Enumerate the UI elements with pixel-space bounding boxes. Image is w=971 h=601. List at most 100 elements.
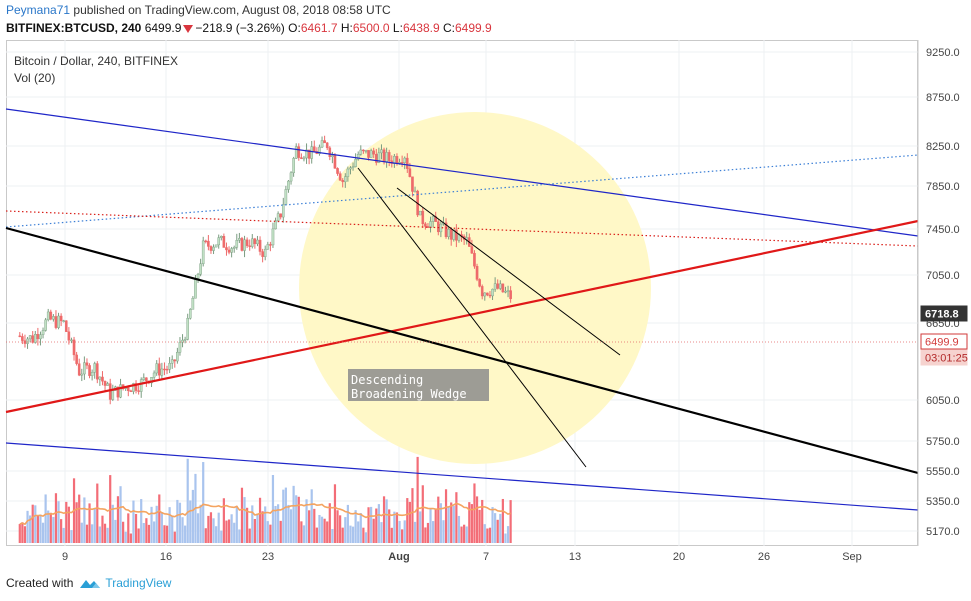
volume-bar bbox=[341, 527, 344, 543]
volume-bar bbox=[49, 512, 52, 543]
candle-body bbox=[276, 213, 280, 221]
volume-bar bbox=[163, 525, 166, 543]
candle-body bbox=[279, 213, 283, 218]
tradingview-brand-link[interactable]: TradingView bbox=[105, 576, 172, 590]
candle-body bbox=[116, 386, 120, 398]
candle-body bbox=[297, 146, 301, 158]
candle-body bbox=[318, 146, 321, 154]
candle-body bbox=[106, 383, 109, 386]
volume-bar bbox=[96, 483, 99, 543]
volume-bar bbox=[132, 500, 135, 543]
volume-bar bbox=[243, 497, 246, 543]
volume-bar bbox=[176, 499, 179, 543]
candle-body bbox=[88, 365, 91, 376]
time-tick-label: 16 bbox=[160, 551, 172, 563]
candle-body bbox=[160, 368, 164, 376]
candle-body bbox=[235, 240, 239, 248]
volume-bar bbox=[122, 521, 125, 543]
down-arrow-icon bbox=[183, 25, 194, 34]
candle-body bbox=[475, 266, 479, 280]
volume-bar bbox=[171, 516, 174, 543]
volume-bar bbox=[473, 483, 476, 543]
candle-body bbox=[101, 376, 104, 382]
price-tick-label: 5170.0 bbox=[926, 526, 960, 538]
volume-bar bbox=[220, 530, 223, 543]
volume-bar bbox=[388, 509, 391, 543]
candle-body bbox=[486, 292, 489, 296]
candle-body bbox=[491, 288, 494, 297]
volume-bar bbox=[506, 526, 510, 543]
volume-bar bbox=[253, 519, 256, 543]
candle-body bbox=[473, 252, 476, 267]
volume-bar bbox=[269, 524, 272, 543]
volume-bar bbox=[481, 499, 484, 543]
volume-bar bbox=[395, 512, 399, 543]
volume-bar bbox=[494, 513, 497, 543]
candle-body bbox=[227, 249, 231, 253]
candle-body bbox=[372, 150, 376, 155]
candle-body bbox=[498, 283, 502, 289]
candle-body bbox=[95, 363, 99, 380]
candle-body bbox=[418, 210, 422, 216]
price-axis[interactable]: 9250.08750.08250.07850.07450.07050.06650… bbox=[917, 40, 960, 546]
volume-bar bbox=[351, 526, 355, 543]
candle-body bbox=[62, 320, 66, 322]
volume-bar bbox=[295, 495, 298, 543]
volume-bar bbox=[34, 505, 37, 543]
candle-body bbox=[54, 316, 58, 328]
open-value: 6461.7 bbox=[300, 21, 338, 35]
candle-body bbox=[452, 229, 456, 240]
volume-bar bbox=[308, 510, 311, 543]
volume-bar bbox=[181, 517, 184, 543]
price-tick-label: 7450.0 bbox=[926, 224, 960, 236]
volume-bar bbox=[297, 496, 300, 543]
wedge-annotation[interactable]: Descending Broadening Wedge bbox=[348, 369, 489, 401]
volume-bar bbox=[357, 521, 360, 543]
candle-body bbox=[287, 180, 290, 190]
volume-bar bbox=[111, 504, 114, 543]
volume-bar bbox=[287, 504, 290, 543]
candle-body bbox=[245, 239, 249, 246]
volume-bar bbox=[424, 527, 427, 543]
candle-body bbox=[209, 246, 213, 251]
time-axis[interactable]: 9 16 23 Aug 7 13 20 26 Sep bbox=[62, 551, 862, 563]
volume-bar bbox=[377, 504, 380, 543]
volume-bar bbox=[60, 519, 63, 543]
candle-body bbox=[181, 339, 184, 343]
upper-blue-channel bbox=[5, 108, 919, 237]
author-link[interactable]: Peymana71 bbox=[6, 3, 71, 17]
candle-body bbox=[449, 228, 453, 240]
candle-body bbox=[83, 362, 86, 375]
candle-body bbox=[152, 372, 156, 378]
candle-body bbox=[455, 229, 458, 241]
volume-bar bbox=[140, 499, 143, 543]
candle-body bbox=[163, 368, 166, 371]
volume-bar bbox=[127, 513, 130, 543]
candle-body bbox=[258, 239, 262, 252]
candle-body bbox=[108, 383, 112, 400]
volume-bar bbox=[411, 488, 414, 543]
volume-bar bbox=[457, 515, 461, 543]
volume-bar bbox=[44, 494, 47, 543]
volume-bar bbox=[21, 522, 24, 543]
volume-bar bbox=[248, 528, 251, 543]
candle-body bbox=[320, 140, 324, 148]
price-chart[interactable]: Descending Broadening Wedge Bitcoin / Do… bbox=[0, 0, 971, 575]
volume-ma-line bbox=[19, 502, 511, 526]
black-descending-trendline bbox=[5, 226, 919, 475]
price-tick-label: 7850.0 bbox=[926, 181, 960, 193]
candle-body bbox=[142, 377, 146, 380]
candle-body bbox=[41, 330, 45, 335]
candle-body bbox=[504, 291, 507, 293]
candle-body bbox=[238, 238, 241, 241]
volume-bar bbox=[277, 504, 280, 543]
annotation-line-2: Broadening Wedge bbox=[351, 387, 467, 401]
price-tick-label: 7050.0 bbox=[926, 270, 960, 282]
volume-bar bbox=[437, 496, 440, 543]
candle-body bbox=[411, 176, 414, 192]
volume-bar bbox=[452, 505, 455, 543]
volume-bar bbox=[465, 526, 468, 543]
candle-body bbox=[307, 149, 311, 159]
volume-bar bbox=[328, 503, 331, 543]
volume-bar bbox=[271, 474, 275, 543]
